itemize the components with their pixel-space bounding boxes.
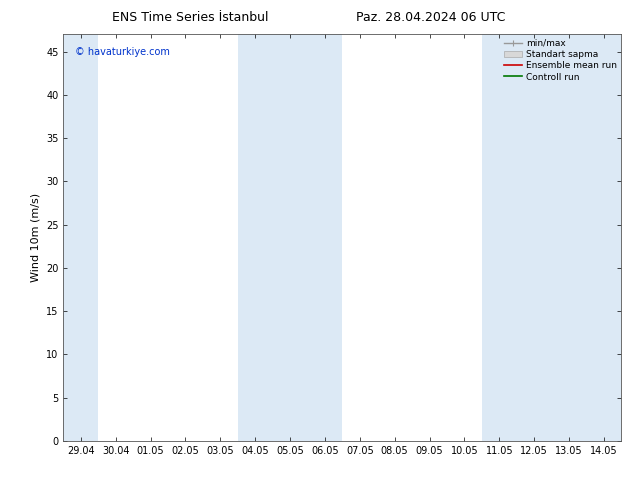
Bar xyxy=(238,34,342,441)
Bar xyxy=(482,34,621,441)
Y-axis label: Wind 10m (m/s): Wind 10m (m/s) xyxy=(30,193,41,282)
Text: ENS Time Series İstanbul: ENS Time Series İstanbul xyxy=(112,11,268,24)
Text: Paz. 28.04.2024 06 UTC: Paz. 28.04.2024 06 UTC xyxy=(356,11,506,24)
Legend: min/max, Standart sapma, Ensemble mean run, Controll run: min/max, Standart sapma, Ensemble mean r… xyxy=(502,37,619,83)
Text: © havaturkiye.com: © havaturkiye.com xyxy=(75,47,169,56)
Bar xyxy=(63,34,98,441)
